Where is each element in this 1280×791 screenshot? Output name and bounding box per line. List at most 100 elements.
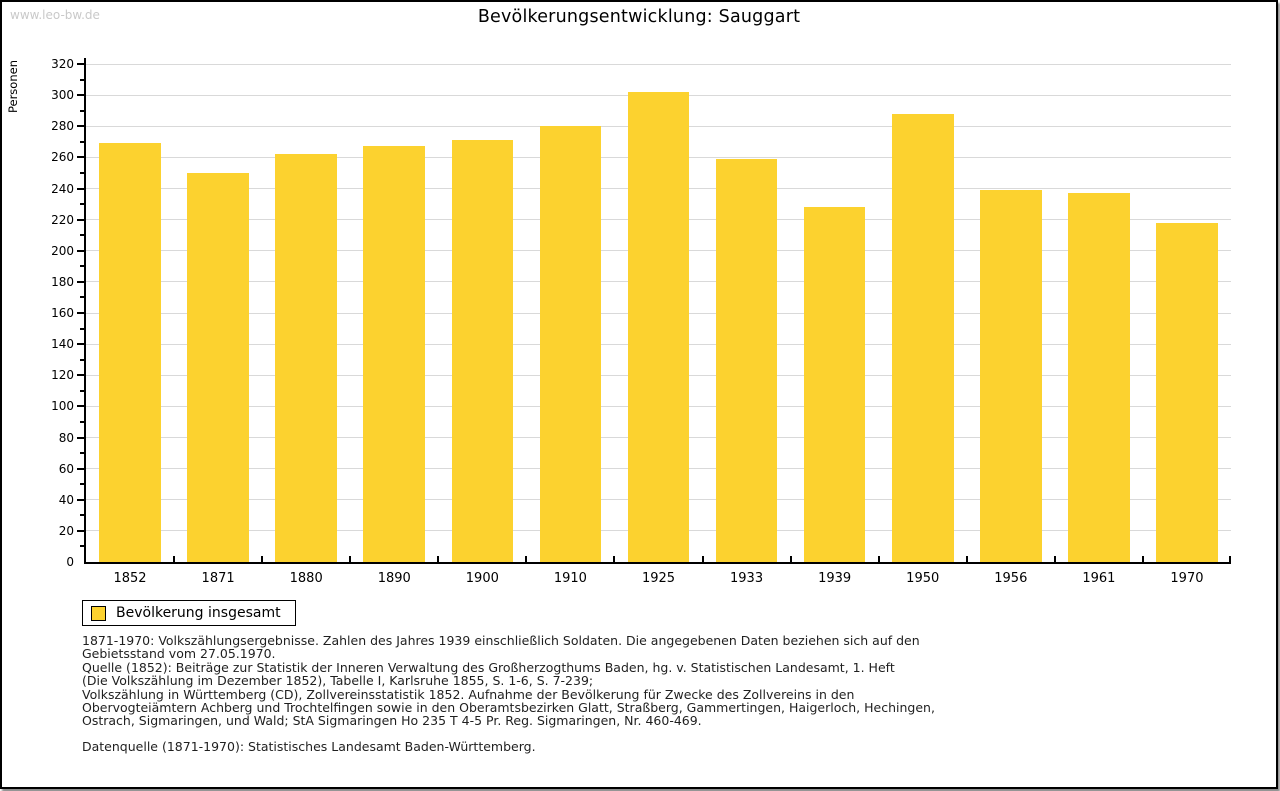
y-minor-tick-250: [80, 171, 84, 174]
footnotes: 1871-1970: Volkszählungsergebnisse. Zahl…: [82, 634, 935, 754]
x-tick-label-1933: 1933: [730, 571, 764, 586]
x-boundary-tick-11: [1053, 556, 1056, 562]
x-tick-label-1939: 1939: [818, 571, 852, 586]
footnote-line-1: 1871-1970: Volkszählungsergebnisse. Zahl…: [82, 633, 920, 648]
y-minor-tick-290: [80, 109, 84, 112]
x-boundary-tick-3: [349, 556, 352, 562]
x-tick-label-1871: 1871: [201, 571, 235, 586]
y-major-tick-60: [77, 467, 84, 470]
x-boundary-tick-4: [437, 556, 440, 562]
y-major-tick-140: [77, 343, 84, 346]
footnote-line-2: Gebietsstand vom 27.05.1970.: [82, 646, 276, 662]
y-major-tick-80: [77, 436, 84, 439]
bar-1961: [1068, 193, 1130, 562]
page-title: Bevölkerungsentwicklung: Sauggart: [477, 7, 801, 27]
gridline-320: [86, 63, 1231, 65]
y-tick-label-240: 240: [51, 181, 74, 196]
y-major-tick-220: [77, 218, 84, 221]
x-boundary-tick-7: [701, 556, 704, 562]
plot-area: 0 20 40 60 80 100 120 140 160 180 200 220 240 260 280 3…: [51, 57, 1231, 586]
y-major-tick-160: [77, 312, 84, 314]
x-tick-label-1961: 1961: [1082, 571, 1116, 586]
y-minor-tick-50: [80, 483, 84, 486]
bar-1890: [363, 146, 426, 562]
y-tick-label-200: 200: [51, 243, 74, 258]
x-tick-label-1956: 1956: [994, 571, 1028, 586]
y-tick-label-180: 180: [51, 274, 74, 289]
y-tick-label-120: 120: [51, 368, 74, 383]
bar-1970: [1156, 222, 1218, 562]
y-minor-tick-130: [80, 358, 84, 361]
y-minor-tick-150: [80, 327, 84, 330]
y-tick-label-60: 60: [58, 461, 74, 476]
bar-1910: [539, 126, 602, 562]
y-tick-label-280: 280: [51, 119, 74, 134]
legend-label: Bevölkerung insgesamt: [116, 605, 281, 621]
x-tick-label-1852: 1852: [113, 571, 147, 586]
x-tick-label-1900: 1900: [465, 571, 499, 586]
footnote-line-3: Quelle (1852): Beiträge zur Statistik de…: [82, 659, 895, 675]
y-minor-tick-110: [80, 389, 84, 392]
y-major-tick-180: [77, 280, 84, 283]
y-minor-tick-10: [80, 545, 84, 548]
y-major-tick-200: [77, 249, 84, 252]
bar-1950: [891, 113, 954, 562]
x-boundary-tick-9: [877, 556, 880, 562]
y-major-tick-120: [77, 374, 84, 377]
y-tick-label-40: 40: [58, 492, 74, 507]
y-minor-tick-30: [80, 514, 84, 517]
y-minor-tick-310: [80, 78, 84, 81]
y-minor-tick-190: [80, 265, 84, 268]
footnote-line-6: Obervogteiämtern Achberg und Trochtelfin…: [82, 699, 935, 715]
y-tick-label-300: 300: [51, 88, 74, 103]
x-boundary-tick-1: [173, 556, 176, 562]
y-tick-label-160: 160: [51, 306, 74, 320]
y-minor-tick-270: [80, 140, 84, 143]
y-minor-tick-230: [80, 203, 84, 206]
x-boundary-tick-6: [613, 556, 616, 562]
bar-1956: [979, 190, 1042, 562]
x-tick-label-1970: 1970: [1170, 571, 1204, 586]
footnote-line-4: (Die Volkszählung im Dezember 1852), Tab…: [82, 673, 594, 689]
y-major-tick-20: [77, 529, 84, 532]
y-minor-tick-210: [80, 234, 84, 237]
x-boundary-tick-5: [525, 556, 528, 562]
x-boundary-tick-2: [261, 556, 264, 562]
y-major-tick-300: [77, 94, 84, 97]
y-minor-tick-170: [80, 296, 84, 299]
y-major-tick-320: [77, 63, 84, 65]
y-major-tick-260: [77, 156, 84, 159]
y-tick-label-260: 260: [51, 150, 74, 165]
bar-1871: [187, 172, 249, 562]
x-tick-label-1910: 1910: [553, 571, 587, 586]
y-major-tick-240: [77, 187, 84, 190]
footnote-lines-container: 1871-1970: Volkszählungsergebnisse. Zahl…: [82, 634, 935, 728]
y-tick-label-80: 80: [58, 430, 74, 445]
y-major-tick-280: [77, 125, 84, 128]
y-minor-tick-90: [80, 420, 84, 423]
y-major-tick-40: [77, 498, 84, 501]
bar-1900: [451, 140, 514, 562]
x-boundary-tick-8: [789, 556, 792, 562]
y-major-tick-100: [77, 405, 84, 408]
bar-1880: [275, 154, 337, 562]
x-tick-label-1925: 1925: [641, 571, 676, 586]
x-boundary-tick-12: [1141, 556, 1144, 562]
x-tick-label-1950: 1950: [906, 571, 940, 586]
y-axis-title: Personen: [6, 60, 20, 114]
footnote-line-7: Ostrach, Sigmaringen, und Wald; StA Sigm…: [82, 713, 702, 729]
bar-1852: [99, 143, 161, 562]
watermark: www.leo-bw.de: [10, 8, 100, 22]
y-tick-label-220: 220: [51, 212, 74, 227]
legend-box: Bevölkerung insgesamt: [82, 600, 296, 626]
y-tick-label-100: 100: [51, 399, 74, 414]
x-boundary-tick-13: [1229, 556, 1231, 562]
bar-1939: [803, 207, 866, 562]
y-tick-label-140: 140: [51, 337, 74, 352]
datasource-line: Datenquelle (1871-1970): Statistisches L…: [82, 738, 536, 754]
bar-1925: [627, 92, 690, 562]
legend-swatch-icon: [91, 605, 106, 621]
x-tick-label-1890: 1890: [377, 571, 411, 586]
y-tick-label-0: 0: [66, 555, 74, 569]
